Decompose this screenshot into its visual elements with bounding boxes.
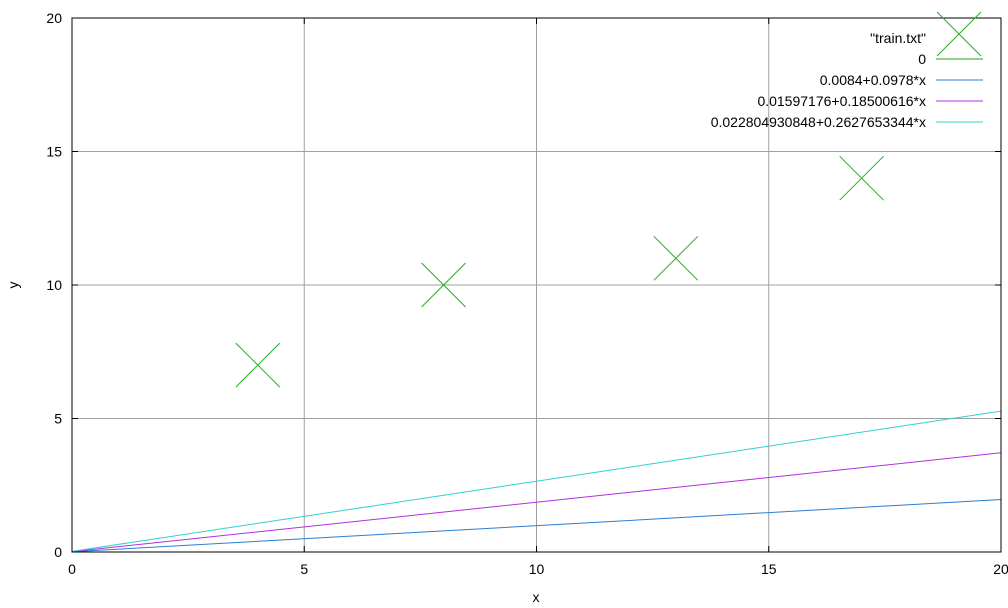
legend-marker-0 bbox=[936, 11, 982, 57]
x-tick-label-3: 15 bbox=[761, 561, 777, 577]
series-line-2 bbox=[71, 499, 1002, 553]
y-tick-label-0: 0 bbox=[54, 544, 62, 560]
legend-label-0: "train.txt" bbox=[870, 30, 926, 46]
y-tick-label-3: 15 bbox=[46, 144, 62, 160]
legend-label-2: 0.0084+0.0978*x bbox=[820, 72, 926, 88]
y-axis-label: y bbox=[5, 282, 21, 289]
y-tick-label-4: 20 bbox=[46, 10, 62, 26]
data-point-0-stroke-b bbox=[235, 342, 281, 388]
data-point-3 bbox=[839, 155, 885, 201]
data-point-3-stroke-b bbox=[839, 155, 885, 201]
series-2 bbox=[71, 499, 1002, 553]
x-tick-label-4: 20 bbox=[993, 561, 1008, 577]
series-line-4 bbox=[71, 410, 1002, 552]
data-point-1 bbox=[421, 262, 466, 308]
series-3 bbox=[71, 452, 1002, 553]
legend-label-3: 0.01597176+0.18500616*x bbox=[757, 93, 926, 109]
tick-labels: 0 5 10 15 20 0 5 10 15 20 bbox=[46, 10, 1008, 577]
legend-marker-0-stroke-b bbox=[936, 11, 982, 57]
x-axis-label: x bbox=[533, 589, 540, 605]
x-tick-label-0: 0 bbox=[68, 561, 76, 577]
data-point-2-stroke-b bbox=[653, 235, 699, 281]
series-0 bbox=[235, 155, 885, 388]
ticks bbox=[71, 17, 1002, 553]
data-point-1-stroke-b bbox=[421, 262, 466, 308]
x-tick-label-1: 5 bbox=[300, 561, 308, 577]
legend-label-1: 0 bbox=[918, 51, 926, 67]
data-point-0 bbox=[235, 342, 281, 388]
data-point-2 bbox=[653, 235, 699, 281]
legend: "train.txt" 0 0.0084+0.0978*x 0.01597176+0.… bbox=[711, 11, 983, 130]
legend-label-4: 0.022804930848+0.2627653344*x bbox=[711, 114, 926, 130]
grid bbox=[72, 18, 1001, 552]
series-line-3 bbox=[71, 452, 1002, 553]
series-4 bbox=[71, 410, 1002, 552]
y-tick-label-2: 10 bbox=[46, 277, 62, 293]
y-tick-label-1: 5 bbox=[54, 411, 62, 427]
x-tick-label-2: 10 bbox=[529, 561, 545, 577]
